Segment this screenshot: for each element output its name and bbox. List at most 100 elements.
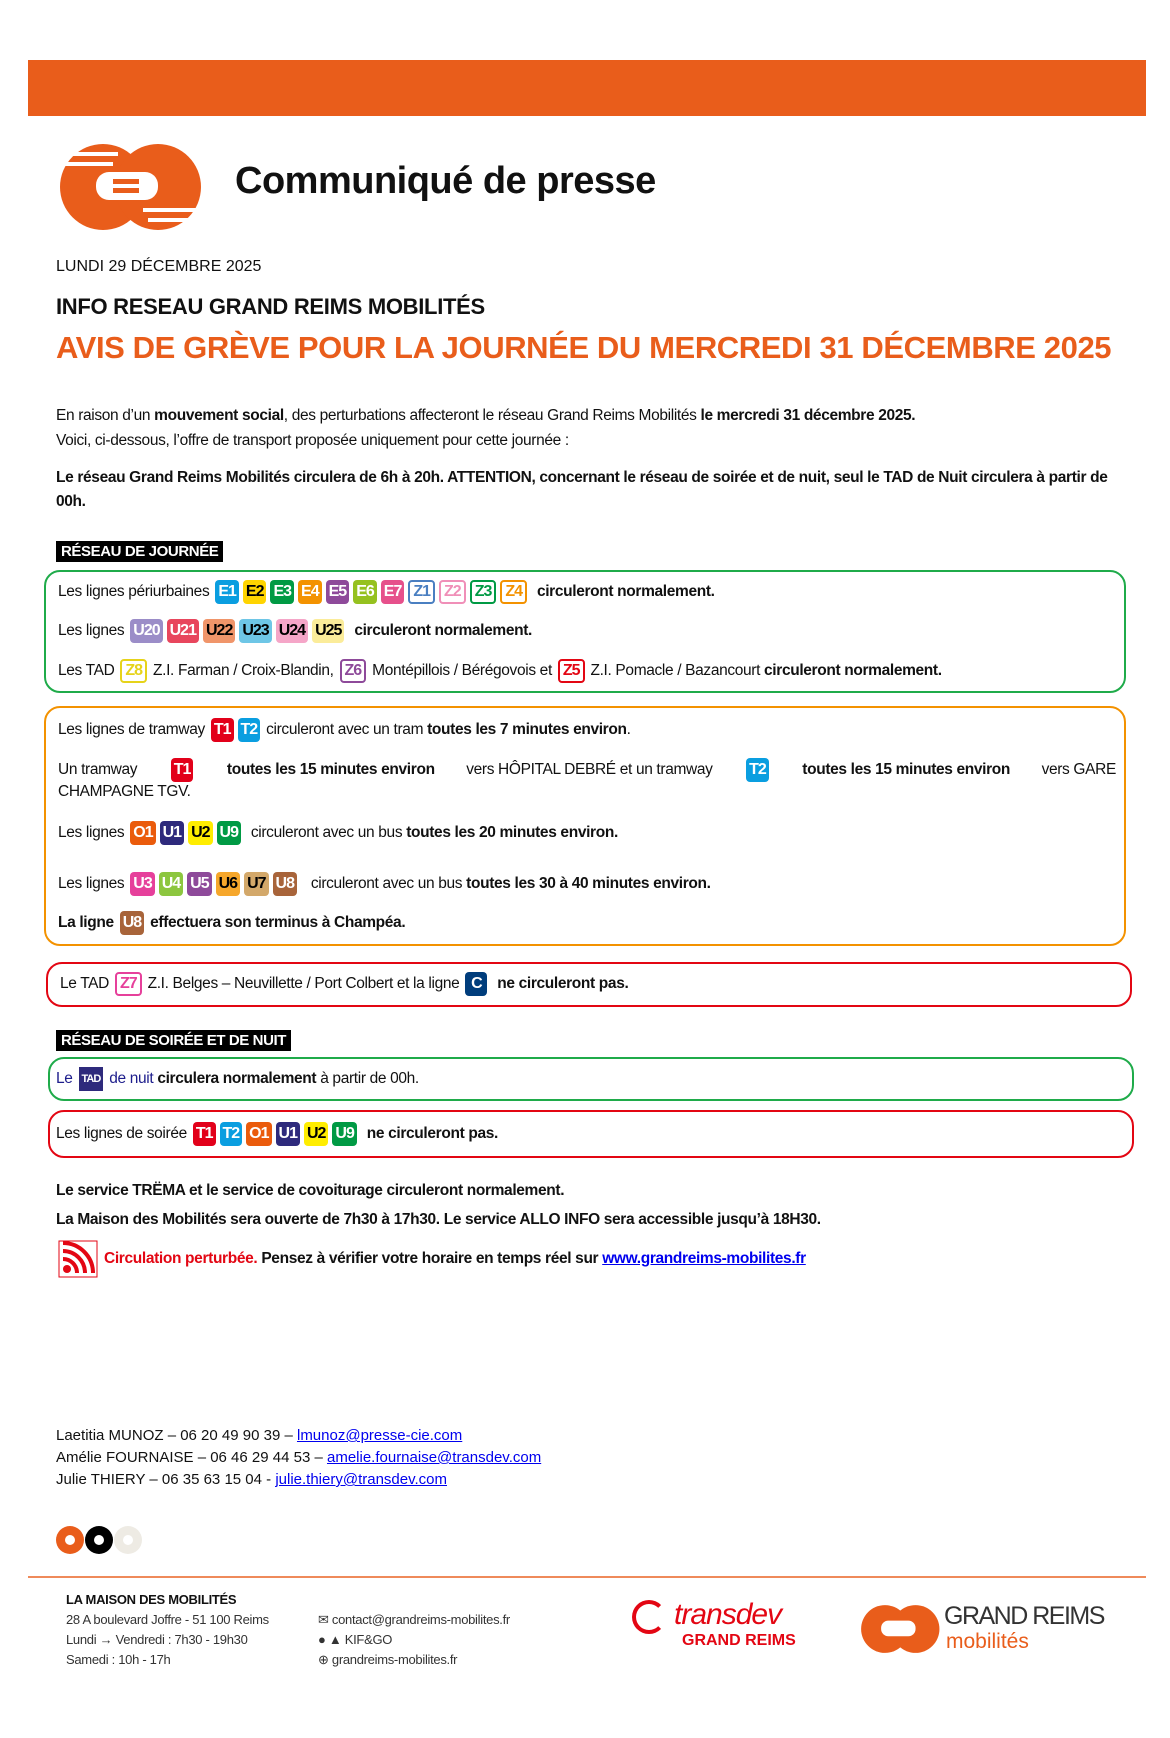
line-badge-t1: T1 [210, 718, 234, 742]
alert-text: Pensez à vérifier votre horaire en temps… [257, 1250, 603, 1267]
line-badge-t1: T1 [170, 758, 194, 782]
line-tad: Les TAD Z8 Z.I. Farman / Croix-Blandin, … [58, 659, 1116, 683]
line-bus-20min: Les lignes O1 U1 U2 U9 circuleront avec un … [58, 821, 1116, 845]
line-badge-c: C [465, 972, 488, 996]
line-badge-u23: U23 [239, 619, 272, 643]
text-segment: ne circuleront pas. [489, 975, 629, 992]
intro-p1: En raison d’un mouvement social, des per… [56, 404, 916, 428]
line-badge-t2: T2 [746, 758, 769, 782]
day-normal-box: Les lignes périurbaines E1 E2 E3 E4 E5 E6 E7 Z1… [44, 570, 1126, 693]
text-segment: le mercredi 31 décembre 2025. [700, 407, 916, 424]
intro-p2: Voici, ci-dessous, l’offre de transport … [56, 432, 569, 449]
line-badge-u3: U3 [130, 872, 155, 896]
text-segment: Les lignes [58, 622, 129, 639]
line-badge-u9: U9 [332, 1122, 357, 1146]
day-cancelled-box: Le TAD Z7 Z.I. Belges – Neuvillette / Po… [46, 962, 1132, 1007]
line-badge-u1: U1 [159, 821, 185, 845]
line-badge-e5: E5 [325, 580, 350, 604]
globe-icon: ⊕ [318, 1652, 332, 1667]
mail-icon: ✉ [318, 1612, 332, 1627]
text-segment: circuleront normalement. [529, 583, 715, 600]
text-segment: circulera normalement [157, 1070, 317, 1087]
app-store-icons: ● ▲ [318, 1632, 345, 1647]
text-segment: Z.I. Belges – Neuvillette / Port Colbert… [143, 975, 464, 992]
night-normal-box: Le TAD de nuit circulera normalement à p… [48, 1057, 1134, 1101]
transdev-mark-icon [632, 1600, 666, 1634]
top-banner [28, 60, 1146, 116]
text-segment: Montépillois / Bérégovois et [368, 662, 556, 679]
text-segment: toutes les 30 à 40 minutes environ. [466, 875, 711, 892]
footer-email[interactable]: contact@grandreims-mobilites.fr [331, 1612, 510, 1627]
website-link[interactable]: www.grandreims-mobilites.fr [602, 1250, 806, 1267]
text-segment: Les lignes périurbaines [58, 583, 214, 600]
contact-email-link[interactable]: amelie.fournaise@transdev.com [326, 1449, 542, 1466]
contact-row: Julie THIERY – 06 35 63 15 04 - julie.th… [56, 1471, 447, 1488]
footer-contact: ✉ contact@grandreims-mobilites.fr ● ▲ KI… [318, 1610, 510, 1670]
text-segment: La ligne [58, 914, 118, 931]
text-segment: Le [56, 1070, 77, 1087]
page-title: Communiqué de presse [235, 160, 656, 202]
text-segment: Les TAD [58, 662, 119, 679]
line-badge-z4: Z4 [500, 580, 528, 604]
contact-email-link[interactable]: julie.thiery@transdev.com [275, 1471, 447, 1488]
alert-label: Circulation perturbée. [104, 1250, 258, 1267]
text-segment: Z.I. Farman / Croix-Blandin, [149, 662, 338, 679]
line-badge-u2: U2 [303, 1122, 329, 1146]
line-badge-z7: Z7 [114, 972, 142, 996]
line-badge-o1: O1 [130, 821, 156, 845]
text-segment: . [626, 721, 631, 738]
line-badge-u22: U22 [202, 619, 236, 643]
contact-row: Amélie FOURNAISE – 06 46 29 44 53 – amel… [56, 1449, 542, 1466]
line-badge-e4: E4 [298, 580, 322, 604]
press-date: LUNDI 29 DÉCEMBRE 2025 [56, 258, 262, 275]
line-badge-u8: U8 [119, 911, 145, 935]
text-segment: à partir de 00h. [316, 1070, 419, 1087]
intro-p3: Le réseau Grand Reims Mobilités circuler… [56, 469, 1108, 510]
text-segment: circuleront avec un tram [262, 721, 428, 738]
footer-divider [28, 1576, 1146, 1578]
note-alert: Circulation perturbée. Pensez à vérifier… [58, 1240, 806, 1278]
day-reduced-box: Les lignes de tramway T1 T2 circuleront a… [44, 706, 1126, 946]
line-badge-z5: Z5 [557, 659, 585, 683]
text-segment: effectuera son terminus à Champéa. [146, 914, 406, 931]
transdev-logo: transdev GRAND REIMS [632, 1598, 802, 1650]
line-badge-e6: E6 [353, 580, 377, 604]
line-badge-u20: U20 [130, 619, 163, 643]
text-segment: ne circuleront pas. [358, 1125, 499, 1142]
line-badge-t2: T2 [237, 718, 261, 742]
footer-app: KIF&GO [344, 1632, 393, 1647]
footer-website[interactable]: grandreims-mobilites.fr [331, 1652, 458, 1667]
line-soiree: Les lignes de soirée T1 T2 O1 U1 U2 U9 ne cir… [56, 1122, 1124, 1146]
text-segment: vers HÔPITAL DEBRÉ et un tramway [462, 761, 717, 778]
text-segment: circuleront avec un bus [242, 824, 407, 841]
line-badge-e3: E3 [270, 580, 295, 604]
line-badge-u8: U8 [272, 872, 297, 896]
text-segment: Un tramway [58, 761, 142, 778]
text-segment: circuleront normalement. [764, 662, 942, 679]
text-segment: Les lignes de soirée [56, 1125, 191, 1142]
line-periurban: Les lignes périurbaines E1 E2 E3 E4 E5 E6 E7 Z1… [58, 580, 1116, 604]
note-trema: Le service TRËMA et le service de covoit… [56, 1182, 565, 1199]
line-bus-30min: Les lignes U3 U4 U5 U6 U7 U8 circuleront avec… [58, 872, 1116, 896]
note-maison: La Maison des Mobilités sera ouverte de … [56, 1211, 821, 1228]
line-badge-e1: E1 [215, 580, 239, 604]
press-contacts: Laetitia MUNOZ – 06 20 49 90 39 – lmunoz… [56, 1425, 541, 1491]
line-tram-directions-cont: CHAMPAGNE TGV. [58, 783, 1116, 801]
text-segment: , des perturbations affecteront le résea… [283, 407, 701, 424]
footer-address: LA MAISON DES MOBILITÉS 28 A boulevard J… [66, 1590, 269, 1670]
text-segment: toutes les 15 minutes environ [798, 761, 1011, 778]
text-segment: circuleront avec un bus [298, 875, 467, 892]
line-badge-z3: Z3 [469, 580, 497, 604]
grand-reims-mobilites-logo: GRAND REIMS mobilités [860, 1600, 1140, 1660]
text-segment: En raison d’un [56, 407, 155, 424]
text-segment: toutes les 7 minutes environ [427, 721, 627, 738]
text-segment: Les lignes [58, 824, 129, 841]
contact-email-link[interactable]: lmunoz@presse-cie.com [296, 1427, 463, 1444]
text-segment: toutes les 15 minutes environ [222, 761, 435, 778]
line-badge-u2: U2 [188, 821, 213, 845]
text-segment: de nuit [105, 1070, 158, 1087]
line-badge-u24: U24 [275, 619, 309, 643]
line-badge-u9: U9 [216, 821, 241, 845]
line-badge-e2: E2 [242, 580, 267, 604]
line-z7-c: Le TAD Z7 Z.I. Belges – Neuvillette / Po… [60, 972, 1122, 996]
